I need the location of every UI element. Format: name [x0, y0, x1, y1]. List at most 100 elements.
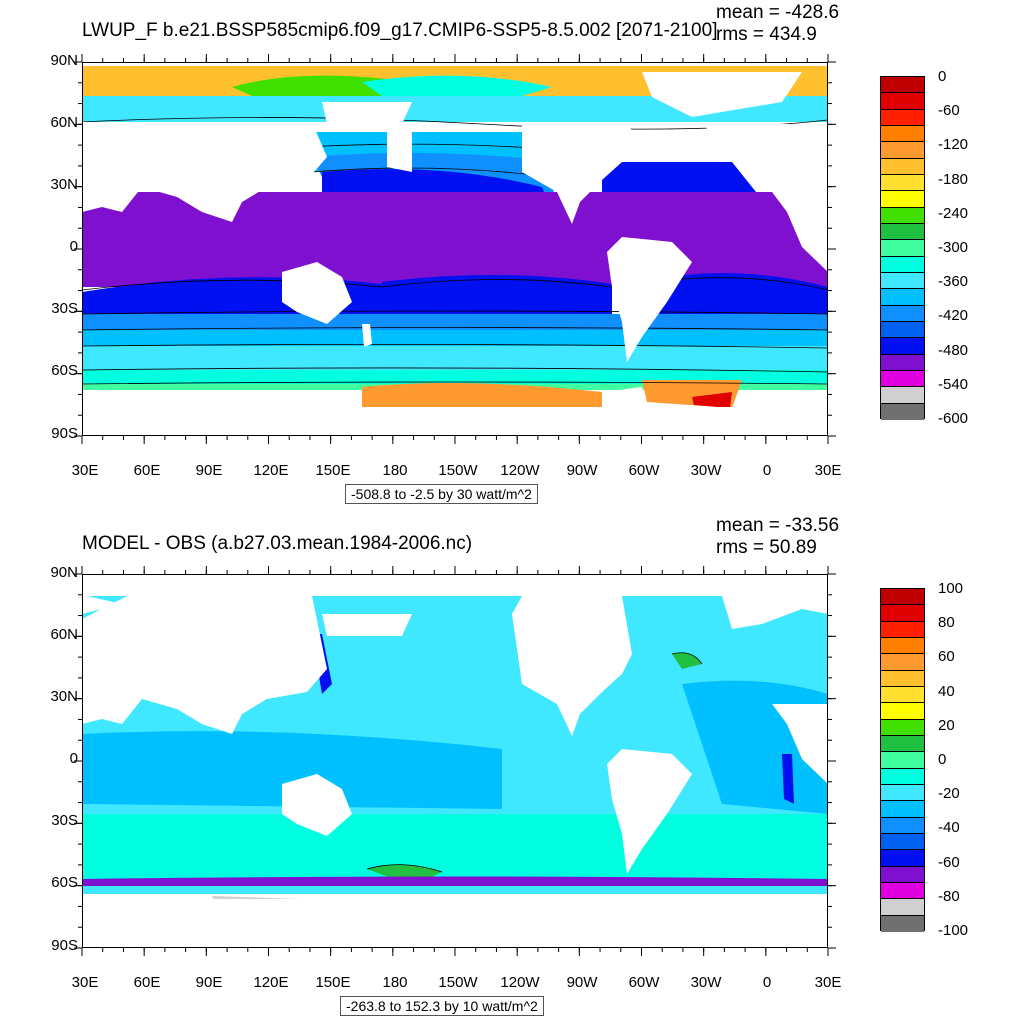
panel-title: MODEL - OBS (a.b27.03.mean.1984-2006.nc) — [82, 533, 473, 554]
lon-label: 30E — [71, 462, 99, 479]
lon-label: 90E — [195, 974, 223, 991]
colorbar-box — [881, 899, 924, 916]
rms-value: rms = 50.89 — [716, 537, 817, 558]
panel-bottom: MODEL - OBS (a.b27.03.mean.1984-2006.nc)… — [0, 512, 1024, 1024]
colorbar-label: 20 — [938, 716, 955, 734]
colorbar-box — [881, 686, 924, 704]
lon-label: 30E — [814, 462, 842, 479]
colorbar-box — [881, 256, 924, 273]
colorbar-box — [881, 305, 924, 322]
mean-value: mean = -428.6 — [716, 2, 840, 23]
colorbar-box — [881, 735, 924, 753]
colorbar-label: 100 — [938, 580, 964, 597]
colorbar-label: 0 — [938, 751, 947, 768]
lat-label: 60N — [50, 114, 78, 131]
lat-label: 90S — [51, 937, 78, 954]
lon-label: 30E — [71, 974, 99, 991]
lon-label: 180 — [382, 462, 408, 479]
colorbar-label: -20 — [938, 785, 960, 803]
lon-label: 180 — [382, 974, 408, 991]
colorbar-box — [881, 370, 924, 388]
colorbar-label: -480 — [938, 341, 969, 359]
lat-label: 90S — [51, 425, 78, 442]
colorbar-box — [881, 125, 924, 143]
colorbar-box — [881, 850, 924, 867]
colorbar-box — [881, 654, 924, 671]
lon-label: 30W — [690, 462, 722, 479]
colorbar-box — [881, 719, 924, 736]
colorbar-box — [881, 833, 924, 851]
colorbar-box — [881, 882, 924, 900]
colorbar-box — [881, 272, 924, 290]
lon-label: 120W — [500, 974, 540, 991]
colorbar-box — [881, 289, 924, 306]
lon-label: 150E — [315, 462, 351, 479]
colorbar-label: -540 — [938, 375, 969, 393]
lon-label: 30W — [690, 974, 722, 991]
lon-label: 60E — [133, 974, 161, 991]
lat-label: 90N — [50, 564, 78, 581]
lat-label: 30N — [50, 176, 78, 193]
colorbar-label: -420 — [938, 307, 969, 325]
colorbar-box — [881, 109, 924, 126]
lat-label: 0 — [69, 238, 78, 255]
colorbar-label: 80 — [938, 614, 955, 632]
lon-label: 120E — [253, 462, 289, 479]
colorbar — [880, 588, 925, 932]
lon-label: 0 — [762, 974, 772, 991]
colorbar-box — [881, 637, 924, 655]
colorbar-label: -240 — [938, 204, 969, 222]
colorbar-box — [881, 621, 924, 638]
colorbar-box — [881, 77, 924, 94]
colorbar-label: -300 — [938, 239, 969, 256]
lat-label: 30N — [50, 688, 78, 705]
colorbar-label: 40 — [938, 682, 955, 700]
lon-label: 150W — [438, 462, 478, 479]
lat-label: 90N — [50, 52, 78, 69]
colorbar-label: -600 — [938, 410, 969, 427]
colorbar-box — [881, 174, 924, 192]
lon-label: 60E — [133, 462, 161, 479]
lat-label: 60S — [51, 874, 78, 891]
colorbar-label: -80 — [938, 887, 960, 905]
lon-label: 120W — [500, 462, 540, 479]
map-plot — [82, 62, 828, 436]
colorbar-box — [881, 768, 924, 785]
colorbar-box — [881, 817, 924, 834]
lon-label: 0 — [762, 462, 772, 479]
colorbar-box — [881, 605, 924, 622]
colorbar-box — [881, 784, 924, 802]
lat-label: 60N — [50, 626, 78, 643]
lon-label: 120E — [253, 974, 289, 991]
lat-label: 60S — [51, 362, 78, 379]
lon-label: 90W — [566, 974, 598, 991]
map-field — [82, 62, 828, 436]
colorbar-label: -100 — [938, 922, 969, 939]
colorbar-box — [881, 752, 924, 769]
colorbar-box — [881, 223, 924, 241]
colorbar-box — [881, 403, 924, 420]
lon-label: 150W — [438, 974, 478, 991]
colorbar-box — [881, 142, 924, 159]
contour-info: -508.8 to -2.5 by 30 watt/m^2 — [345, 484, 538, 504]
colorbar-box — [881, 354, 924, 371]
mean-value: mean = -33.56 — [716, 515, 840, 536]
colorbar-box — [881, 866, 924, 883]
colorbar-label: 60 — [938, 648, 955, 666]
lon-label: 90E — [195, 462, 223, 479]
colorbar-box — [881, 321, 924, 339]
colorbar-box — [881, 801, 924, 818]
colorbar-box — [881, 207, 924, 224]
colorbar-label: -180 — [938, 170, 969, 188]
colorbar-box — [881, 338, 924, 355]
colorbar-label: 0 — [938, 68, 947, 85]
lon-label: 90W — [566, 462, 598, 479]
lon-label: 30E — [814, 974, 842, 991]
lat-label: 0 — [69, 750, 78, 767]
colorbar-box — [881, 240, 924, 257]
lon-label: 60W — [628, 974, 660, 991]
rms-value: rms = 434.9 — [716, 24, 817, 45]
colorbar-box — [881, 158, 924, 175]
panel-title: LWUP_F b.e21.BSSP585cmip6.f09_g17.CMIP6-… — [82, 20, 718, 41]
